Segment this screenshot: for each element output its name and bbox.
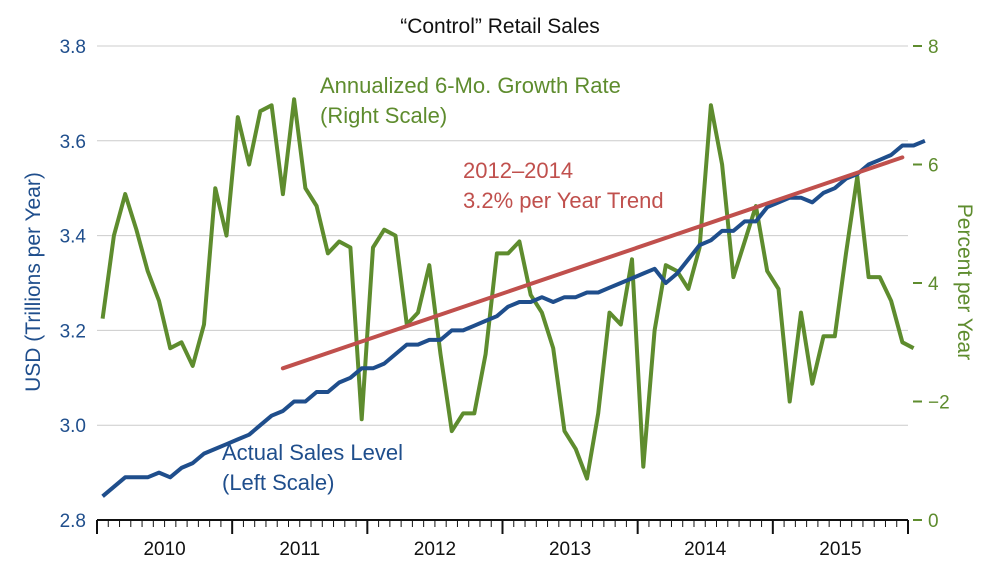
x-tick-label: 2013: [549, 539, 591, 560]
growth-rate-line: [100, 97, 915, 481]
left-tick-label: 2.8: [60, 511, 86, 532]
left-tick-label: 3.0: [60, 416, 86, 437]
x-tick-label: 2015: [819, 539, 861, 560]
x-tick-label: 2014: [684, 539, 727, 560]
right-tick-label: 0: [928, 511, 939, 532]
x-tick-label: 2012: [414, 539, 456, 560]
x-tick-label: 2011: [279, 539, 320, 560]
right-tick-label: 6: [928, 156, 939, 177]
right-axis-label: Percent per Year: [953, 204, 976, 360]
right-tick-label: 8: [928, 37, 939, 58]
left-tick-label: 3.2: [60, 321, 86, 342]
sales-annotation-line1: Actual Sales Level: [222, 440, 403, 465]
trend-annotation-line2: 3.2% per Year Trend: [463, 188, 664, 213]
x-tick-label: 2010: [143, 539, 185, 560]
sales-annotation-line2: (Left Scale): [222, 470, 335, 495]
growth-annotation-line1: Annualized 6-Mo. Growth Rate: [320, 73, 621, 98]
trend-annotation-line1: 2012–2014: [463, 158, 573, 183]
left-tick-label: 3.4: [60, 227, 87, 248]
growth-annotation-line2: (Right Scale): [320, 103, 447, 128]
right-tick-label: 4: [928, 274, 939, 295]
left-tick-label: 3.8: [60, 37, 86, 58]
left-axis-label: USD (Trillions per Year): [22, 172, 45, 392]
chart-title: “Control” Retail Sales: [400, 15, 600, 38]
trend-line: [280, 155, 905, 371]
right-tick-label: −2: [928, 393, 950, 414]
left-tick-label: 3.6: [60, 132, 86, 153]
